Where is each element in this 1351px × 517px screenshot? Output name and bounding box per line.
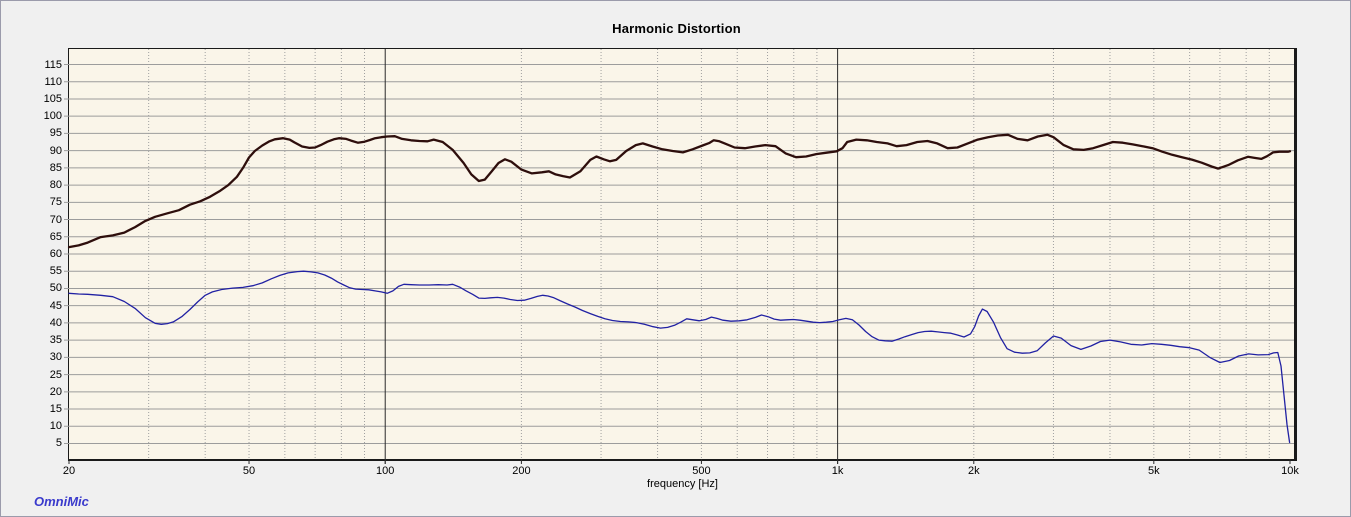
y-tick-label: 40	[49, 316, 62, 329]
y-tick-label: 95	[49, 127, 62, 140]
x-tick-label: 1k	[831, 465, 844, 477]
y-tick-label: 5	[55, 437, 62, 450]
x-tick-label: 200	[512, 465, 531, 477]
y-tick-label: 80	[49, 179, 62, 192]
x-tick-label: 500	[692, 465, 711, 477]
y-tick-label: 45	[49, 299, 62, 312]
y-tick-label: 85	[49, 161, 62, 174]
y-tick-label: 10	[49, 420, 62, 433]
y-tick-label: 110	[44, 75, 62, 88]
x-tick-label: 2k	[967, 465, 980, 477]
plot-canvas	[64, 49, 1294, 464]
x-axis-title: frequency [Hz]	[647, 478, 718, 490]
y-tick-label: 55	[49, 265, 62, 278]
plot-area	[64, 48, 1297, 464]
y-tick-label: 75	[49, 196, 62, 209]
y-tick-label: 50	[49, 282, 62, 295]
y-tick-label: 30	[49, 351, 62, 364]
y-tick-label: 90	[49, 144, 62, 157]
y-tick-label: 70	[49, 213, 62, 226]
harmonic-distortion-curve	[68, 270, 1291, 444]
y-tick-label: 65	[49, 230, 62, 243]
y-tick-label: 105	[43, 92, 62, 105]
fundamental-spl-curve	[67, 133, 1292, 249]
y-tick-label: 100	[43, 110, 62, 123]
chart-title: Harmonic Distortion	[612, 21, 741, 36]
y-tick-label: 35	[49, 334, 62, 347]
y-tick-label: 115	[44, 58, 62, 71]
y-tick-label: 20	[49, 385, 62, 398]
y-tick-label: 15	[49, 403, 62, 416]
x-tick-label: 100	[376, 465, 395, 477]
x-tick-label: 10k	[1281, 465, 1299, 477]
x-tick-label: 50	[242, 465, 256, 477]
y-tick-label: 60	[49, 248, 62, 260]
y-tick-label: 25	[49, 368, 62, 381]
x-tick-label: 5k	[1148, 465, 1160, 477]
x-tick-label: 20	[62, 465, 76, 477]
omnimic-brand: OmniMic	[34, 494, 89, 509]
